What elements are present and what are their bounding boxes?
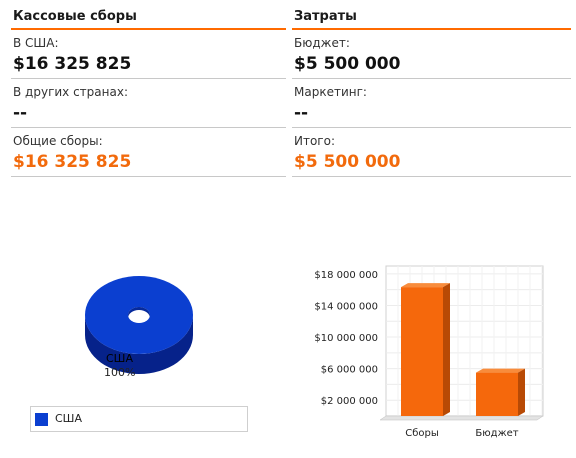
pie-slice-label: США (106, 352, 133, 365)
y-tick-label: $2 000 000 (321, 396, 378, 407)
bar-chart: $2 000 000 $6 000 000 $10 000 000 $14 000 0… (300, 258, 560, 448)
y-tick-label: $18 000 000 (314, 270, 378, 281)
legend-swatch-usa (35, 413, 48, 426)
total-gross-value: $16 325 825 (13, 152, 132, 172)
other-countries-value: -- (13, 103, 28, 123)
budget-value: $5 500 000 (294, 54, 401, 74)
total-gross-label: Общие сборы: (13, 134, 103, 148)
other-countries-label: В других странах: (13, 85, 128, 99)
box-office-panel: Кассовые сборы В США: $16 325 825 В друг… (11, 0, 286, 177)
usa-value: $16 325 825 (13, 54, 132, 74)
marketing-label: Маркетинг: (294, 85, 367, 99)
bar-budget (476, 368, 525, 416)
bar-chart-svg: $2 000 000 $6 000 000 $10 000 000 $14 000 0… (314, 265, 544, 439)
costs-total-row: Итого: $5 500 000 (292, 128, 571, 177)
pie-chart: США 100% (60, 260, 240, 390)
pie-legend: США (30, 406, 248, 432)
box-office-title: Кассовые сборы (11, 0, 286, 30)
costs-total-label: Итого: (294, 134, 335, 148)
costs-total-value: $5 500 000 (294, 152, 401, 172)
pie-slice-usa (85, 276, 193, 374)
y-tick-label: $10 000 000 (314, 333, 378, 344)
legend-label-usa: США (55, 412, 82, 425)
costs-title: Затраты (292, 0, 571, 30)
usa-row: В США: $16 325 825 (11, 30, 286, 79)
total-gross-row: Общие сборы: $16 325 825 (11, 128, 286, 177)
x-tick-label: Бюджет (475, 428, 518, 439)
pie-slice-percent: 100% (104, 366, 135, 379)
marketing-row: Маркетинг: -- (292, 79, 571, 128)
costs-panel: Затраты Бюджет: $5 500 000 Маркетинг: --… (292, 0, 571, 177)
usa-label: В США: (13, 36, 59, 50)
x-tick-label: Сборы (405, 428, 439, 439)
y-tick-label: $6 000 000 (321, 365, 378, 376)
other-countries-row: В других странах: -- (11, 79, 286, 128)
budget-row: Бюджет: $5 500 000 (292, 30, 571, 79)
marketing-value: -- (294, 103, 309, 123)
bar-gross (401, 283, 450, 416)
budget-label: Бюджет: (294, 36, 350, 50)
y-tick-label: $14 000 000 (314, 301, 378, 312)
